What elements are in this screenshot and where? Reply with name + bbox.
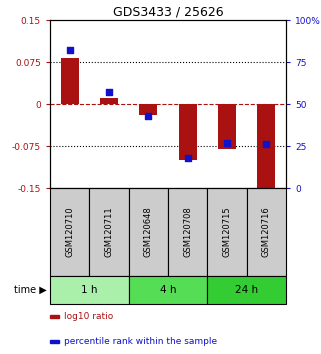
Bar: [89, 188, 129, 276]
Bar: [50, 276, 129, 304]
Bar: [129, 276, 207, 304]
Text: GSM120711: GSM120711: [105, 207, 114, 257]
Point: [185, 155, 190, 161]
Point: [107, 90, 112, 95]
Bar: [140, 104, 157, 115]
Bar: [50, 315, 59, 318]
Bar: [257, 104, 275, 191]
Text: percentile rank within the sample: percentile rank within the sample: [64, 337, 217, 346]
Bar: [168, 188, 207, 276]
Point: [146, 113, 151, 119]
Text: GSM120710: GSM120710: [65, 207, 74, 257]
Text: GSM120648: GSM120648: [144, 207, 153, 257]
Bar: [207, 276, 286, 304]
Bar: [50, 340, 59, 343]
Point: [264, 142, 269, 147]
Bar: [100, 98, 118, 104]
Bar: [218, 104, 236, 149]
Point: [224, 140, 230, 145]
Text: 1 h: 1 h: [81, 285, 98, 295]
Point: [67, 47, 72, 53]
Text: GSM120716: GSM120716: [262, 207, 271, 257]
Text: 24 h: 24 h: [235, 285, 258, 295]
Title: GDS3433 / 25626: GDS3433 / 25626: [113, 6, 223, 19]
Text: 4 h: 4 h: [160, 285, 176, 295]
Bar: [61, 58, 79, 104]
Text: log10 ratio: log10 ratio: [64, 312, 113, 321]
Text: GSM120708: GSM120708: [183, 207, 192, 257]
Text: GSM120715: GSM120715: [222, 207, 231, 257]
Bar: [50, 188, 89, 276]
Bar: [129, 188, 168, 276]
Bar: [247, 188, 286, 276]
Bar: [179, 104, 196, 160]
Text: time ▶: time ▶: [14, 285, 47, 295]
Bar: [207, 188, 247, 276]
